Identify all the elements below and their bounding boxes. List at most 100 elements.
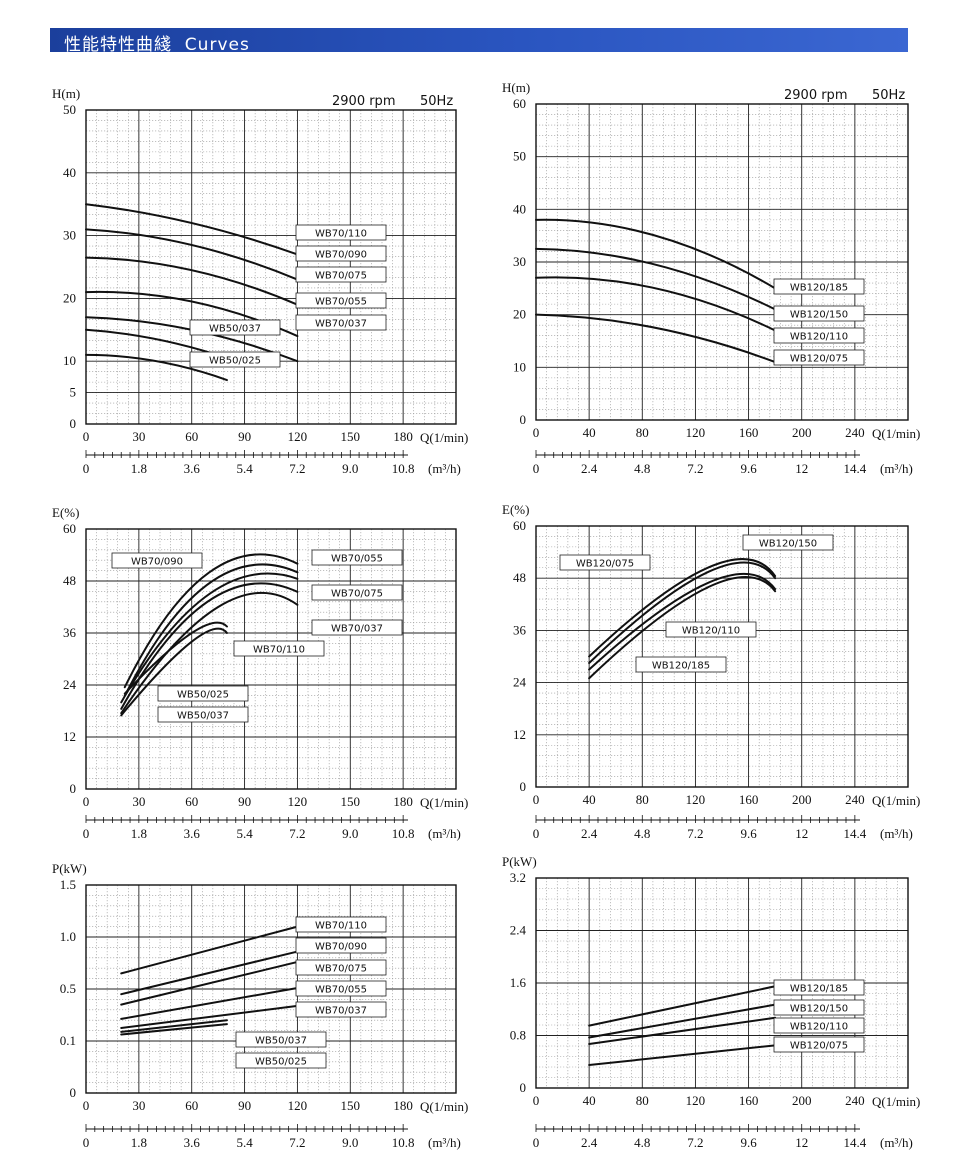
secondary-x-tick-label: 7.2	[687, 461, 703, 476]
y-tick-label: 60	[63, 521, 76, 536]
plot-frame	[85, 884, 457, 1094]
series-label-box	[233, 640, 325, 657]
plot-frame	[85, 109, 457, 425]
x-tick-label: 30	[132, 794, 145, 809]
y-axis-label: H(m)	[502, 80, 530, 95]
x-tick-label: 150	[341, 794, 361, 809]
secondary-x-tick-label: 4.8	[634, 461, 650, 476]
y-tick-label: 0	[70, 781, 77, 796]
y-tick-label: 0.8	[510, 1028, 526, 1043]
x-tick-label: 180	[393, 794, 413, 809]
y-tick-label: 20	[513, 307, 526, 322]
y-tick-label: 0.1	[60, 1033, 76, 1048]
series-label-box	[295, 1001, 387, 1018]
x-tick-label: 40	[583, 1093, 596, 1108]
series-label: WB70/110	[253, 645, 305, 656]
secondary-x-tick-label: 10.8	[392, 826, 415, 841]
series-label: WB50/037	[177, 711, 229, 722]
series-label-box	[295, 916, 387, 933]
y-axis-label: E(%)	[52, 505, 79, 520]
x-tick-label: 0	[533, 792, 540, 807]
minor-grid	[86, 110, 456, 424]
secondary-x-tick-label: 12	[795, 461, 808, 476]
series-line-wb50-037	[120, 1019, 228, 1033]
series-label-box	[295, 292, 387, 309]
y-axis-label: P(kW)	[52, 861, 87, 876]
series-line-wb70-055	[123, 553, 299, 689]
x-tick-label: 0	[533, 425, 540, 440]
series-label: WB120/150	[790, 310, 848, 321]
series-label-box	[295, 314, 387, 331]
series-label: WB50/025	[255, 1057, 307, 1068]
series-label-box	[189, 351, 281, 368]
secondary-x-tick-label: 5.4	[236, 461, 253, 476]
secondary-x-tick-label: 0	[533, 826, 540, 841]
series-line-wb70-075	[85, 256, 299, 306]
series-label-box	[235, 1031, 327, 1048]
series-line-wb120-150	[588, 1003, 777, 1039]
series-label-box	[773, 327, 865, 344]
series-label-box	[295, 266, 387, 283]
series-label-box	[157, 685, 249, 702]
secondary-axis-unit: (m³/h)	[428, 461, 461, 476]
x-tick-label: 120	[288, 794, 308, 809]
x-axis-label: Q(1/min)	[872, 793, 920, 808]
series-label-box	[311, 549, 403, 566]
y-tick-label: 36	[513, 622, 527, 637]
y-tick-label: 0	[70, 416, 77, 431]
y-tick-label: 50	[63, 102, 76, 117]
series-label: WB70/075	[331, 589, 383, 600]
secondary-x-tick-label: 0	[533, 1135, 540, 1150]
y-tick-label: 5	[70, 385, 77, 400]
series-line-wb70-037	[120, 591, 299, 715]
series-label: WB70/090	[131, 557, 183, 568]
secondary-x-tick-label: 1.8	[131, 826, 147, 841]
x-axis-label: Q(1/min)	[872, 426, 920, 441]
x-tick-label: 180	[393, 1098, 413, 1113]
y-tick-label: 30	[63, 228, 76, 243]
secondary-x-tick-label: 9.6	[740, 461, 757, 476]
y-tick-label: 48	[63, 573, 76, 588]
plot-frame	[85, 528, 457, 790]
series-label: WB70/110	[315, 229, 367, 240]
x-tick-label: 0	[83, 794, 90, 809]
series-line-wb70-090	[120, 950, 299, 996]
secondary-axis-unit: (m³/h)	[880, 1135, 913, 1150]
y-tick-label: 0	[520, 412, 527, 427]
series-label: WB120/150	[759, 539, 817, 550]
series-label: WB50/037	[209, 324, 261, 335]
x-tick-label: 240	[845, 1093, 865, 1108]
series-label: WB70/075	[315, 271, 367, 282]
y-tick-label: 0.5	[60, 981, 76, 996]
secondary-x-tick-label: 12	[795, 1135, 808, 1150]
y-tick-label: 40	[513, 201, 526, 216]
series-label: WB120/075	[576, 559, 634, 570]
series-label: WB70/055	[331, 554, 383, 565]
series-line-wb120-075	[588, 1044, 777, 1067]
y-tick-label: 60	[513, 96, 526, 111]
y-tick-label: 48	[513, 570, 526, 585]
secondary-x-tick-label: 0	[533, 461, 540, 476]
secondary-x-tick-label: 3.6	[184, 1135, 201, 1150]
x-tick-label: 200	[792, 792, 812, 807]
secondary-x-tick-label: 10.8	[392, 1135, 415, 1150]
x-tick-label: 0	[533, 1093, 540, 1108]
series-line-wb70-110	[120, 925, 299, 975]
y-tick-label: 1.0	[60, 929, 76, 944]
y-tick-label: 24	[513, 675, 527, 690]
x-tick-label: 120	[686, 792, 706, 807]
series-label-box	[295, 245, 387, 262]
series-label: WB120/185	[790, 984, 848, 995]
secondary-x-tick-label: 0	[83, 1135, 90, 1150]
series-label: WB70/110	[315, 921, 367, 932]
series-line-wb70-037	[120, 1004, 299, 1029]
series-line-wb70-110	[120, 582, 299, 710]
y-axis-label: E(%)	[502, 502, 529, 517]
x-tick-label: 120	[686, 1093, 706, 1108]
y-tick-label: 0	[520, 1080, 527, 1095]
series-line-wb70-055	[120, 986, 299, 1020]
secondary-x-tick-label: 9.6	[740, 1135, 757, 1150]
secondary-x-tick-label: 9.0	[342, 1135, 358, 1150]
secondary-x-tick-label: 2.4	[581, 461, 598, 476]
